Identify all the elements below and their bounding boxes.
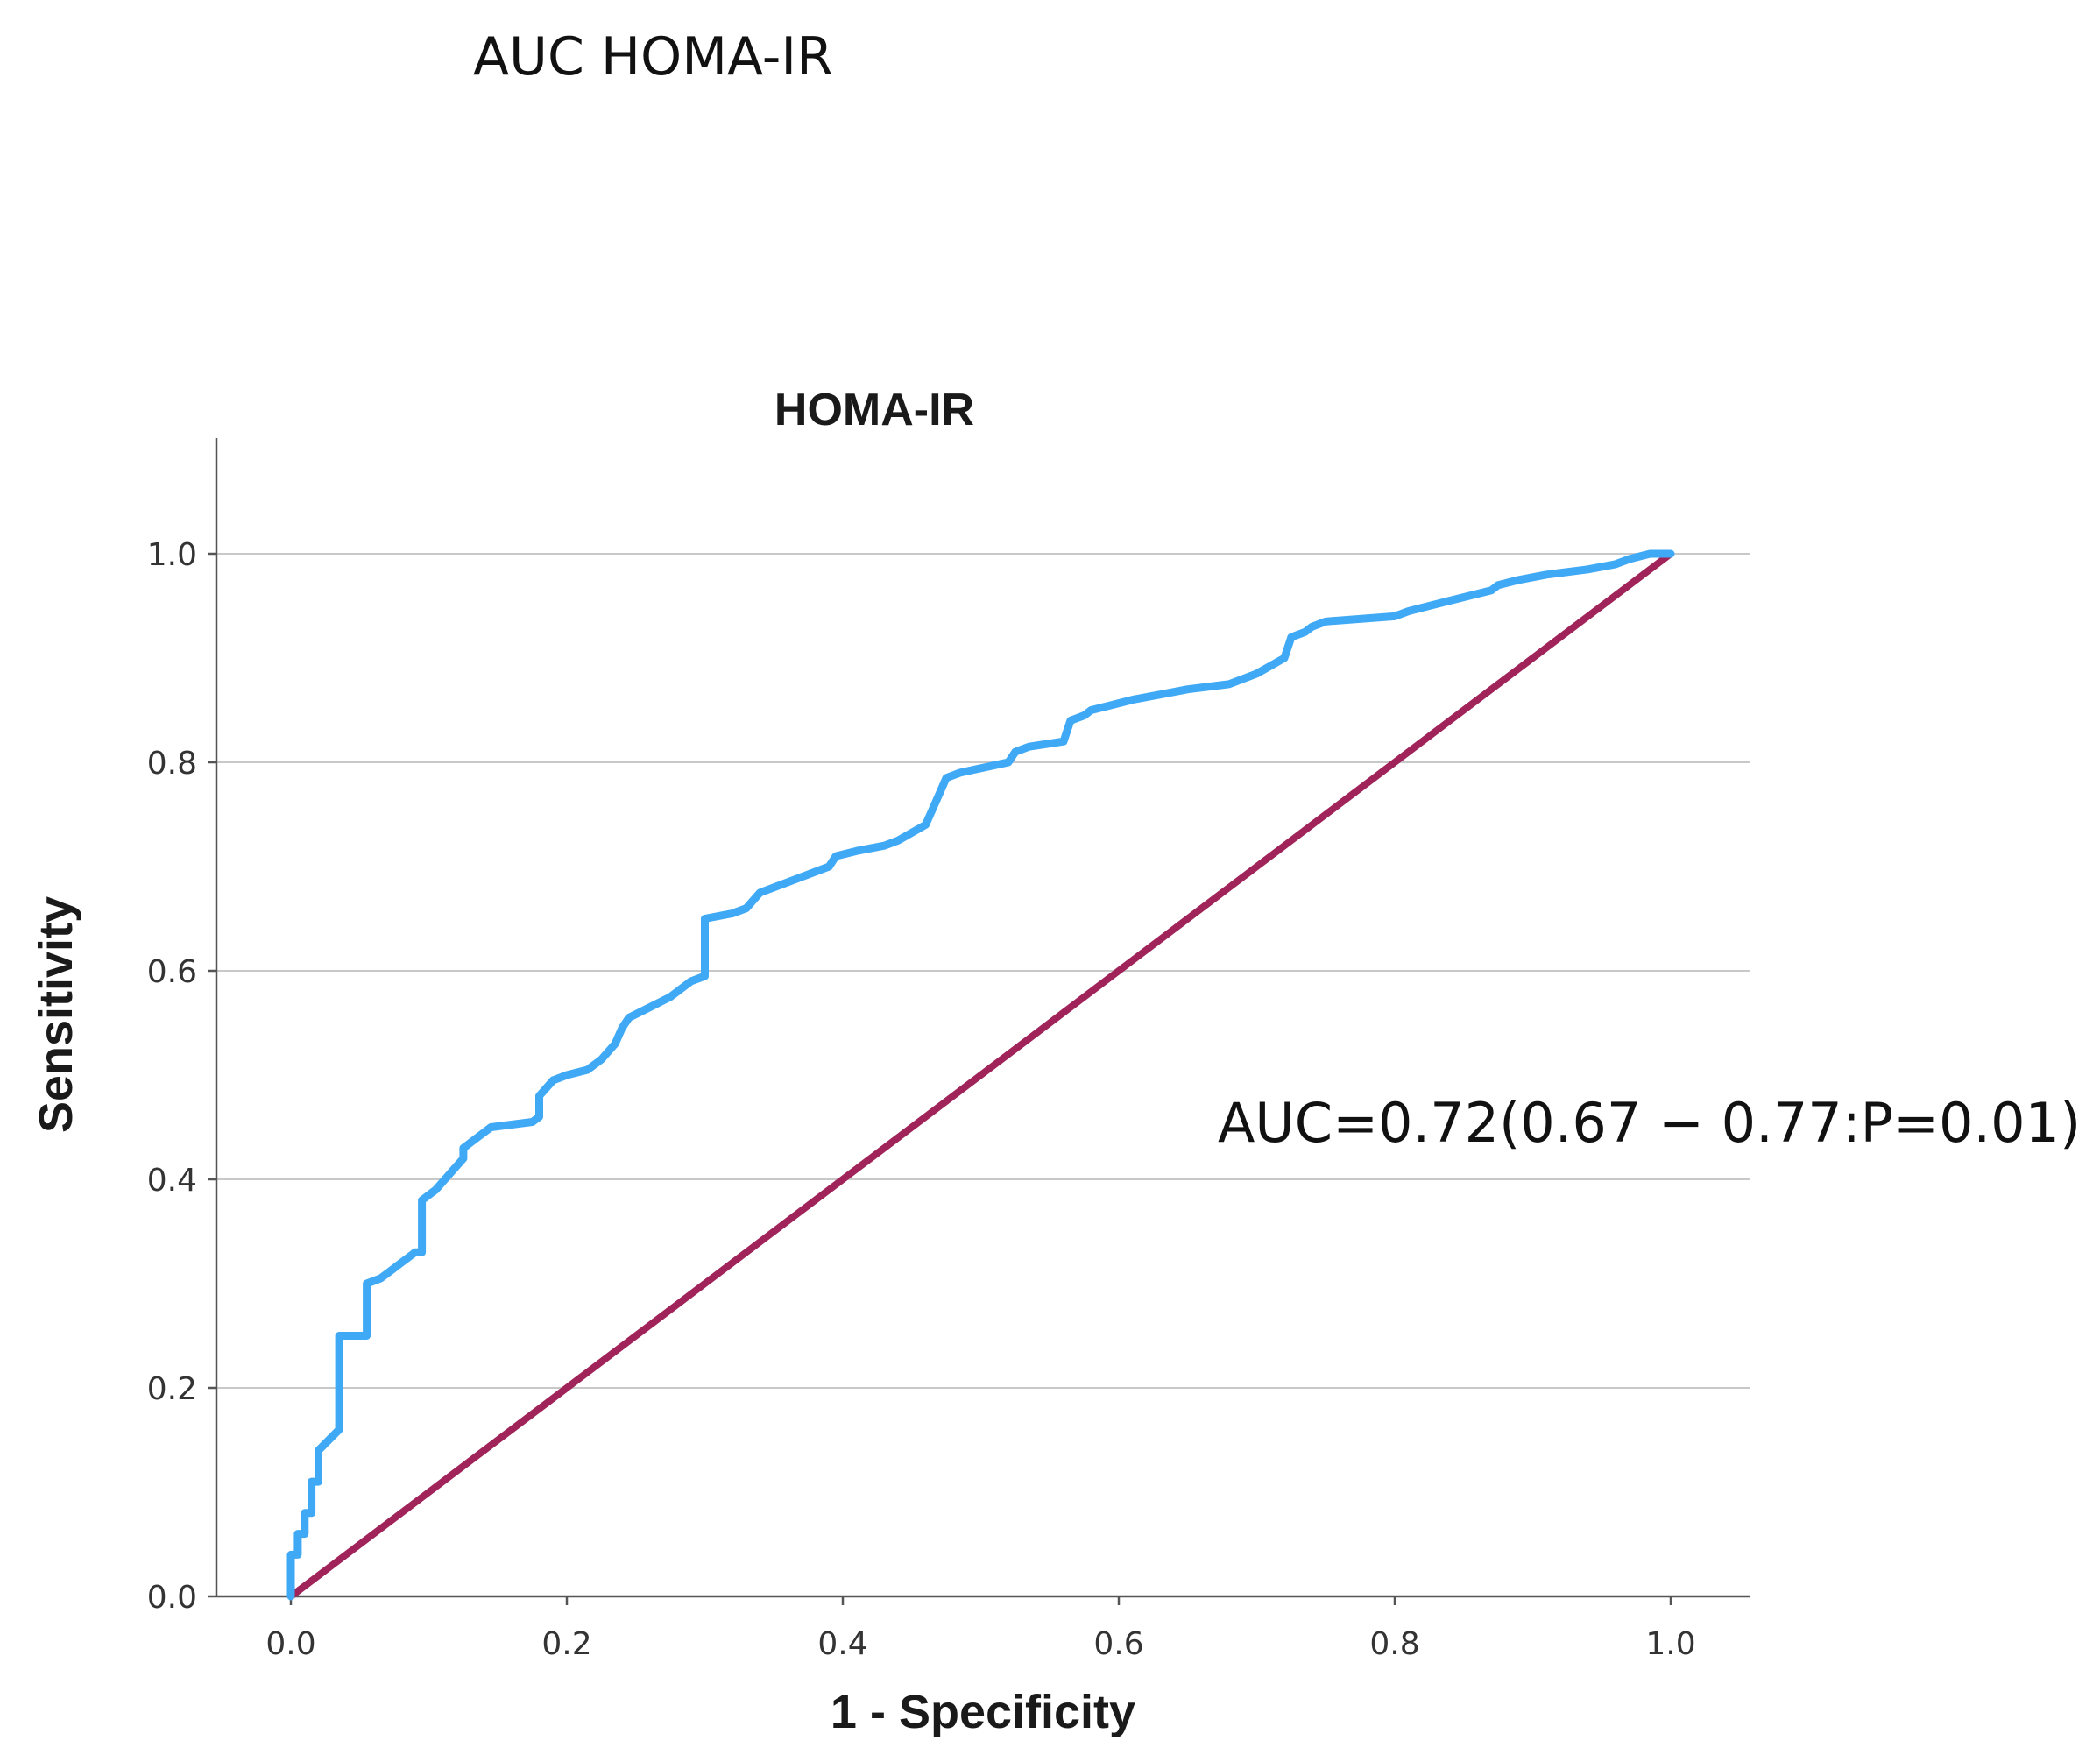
reference-diagonal-line	[287, 550, 1674, 1600]
auc-annotation: AUC=0.72(0.67 − 0.77:P=0.01)	[1218, 1091, 2081, 1155]
x-tick-label-3: 0.6	[1093, 1626, 1143, 1662]
y-tick-label-0: 0.0	[147, 1580, 197, 1616]
x-tick-label-4: 0.8	[1369, 1626, 1419, 1662]
series-layer	[286, 549, 1675, 1601]
chart-title: HOMA-IR	[774, 385, 974, 435]
x-axis-ticks: 0.0 0.2 0.4 0.6 0.8 1.0	[265, 1596, 1696, 1662]
roc-curve-line	[286, 549, 1675, 1601]
y-tick-label-3: 0.6	[147, 954, 197, 990]
y-tick-label-2: 0.4	[147, 1163, 197, 1199]
axes	[215, 438, 1750, 1598]
y-tick-label-1: 0.2	[147, 1371, 197, 1407]
x-tick-label-2: 0.4	[817, 1626, 867, 1662]
x-tick-label-0: 0.0	[265, 1626, 315, 1662]
y-tick-label-5: 1.0	[147, 537, 197, 573]
y-axis-ticks: 0.0 0.2 0.4 0.6 0.8 1.0	[147, 537, 216, 1616]
x-axis-label: 1 - Specificity	[831, 1686, 1135, 1738]
y-axis-label: Sensitivity	[30, 896, 82, 1133]
x-tick-label-5: 1.0	[1645, 1626, 1695, 1662]
x-tick-label-1: 0.2	[541, 1626, 591, 1662]
gridlines	[216, 553, 1750, 1389]
y-tick-label-4: 0.8	[147, 746, 197, 782]
figure-header-title: AUC HOMA-IR	[473, 26, 833, 88]
